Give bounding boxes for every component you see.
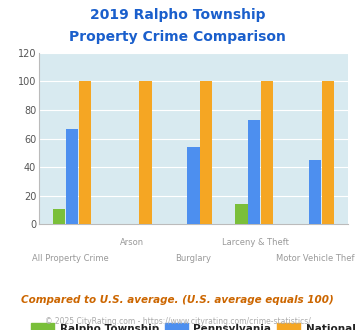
Text: All Property Crime: All Property Crime (32, 254, 108, 263)
Text: Property Crime Comparison: Property Crime Comparison (69, 30, 286, 44)
Text: 2019 Ralpho Township: 2019 Ralpho Township (90, 8, 265, 22)
Bar (187, 147, 200, 224)
Bar (309, 160, 321, 224)
Bar (200, 82, 212, 224)
Text: Compared to U.S. average. (U.S. average equals 100): Compared to U.S. average. (U.S. average … (21, 295, 334, 305)
Legend: Ralpho Township, Pennsylvania, National: Ralpho Township, Pennsylvania, National (27, 319, 355, 330)
Bar (140, 82, 152, 224)
Bar (53, 209, 65, 224)
Bar (78, 82, 91, 224)
Text: Arson: Arson (120, 238, 144, 247)
Text: Motor Vehicle Theft: Motor Vehicle Theft (276, 254, 355, 263)
Bar (322, 82, 334, 224)
Bar (248, 120, 260, 224)
Text: © 2025 CityRating.com - https://www.cityrating.com/crime-statistics/: © 2025 CityRating.com - https://www.city… (45, 317, 310, 326)
Bar (261, 82, 273, 224)
Text: Larceny & Theft: Larceny & Theft (222, 238, 289, 247)
Bar (235, 204, 247, 224)
Text: Burglary: Burglary (175, 254, 212, 263)
Bar (66, 129, 78, 224)
